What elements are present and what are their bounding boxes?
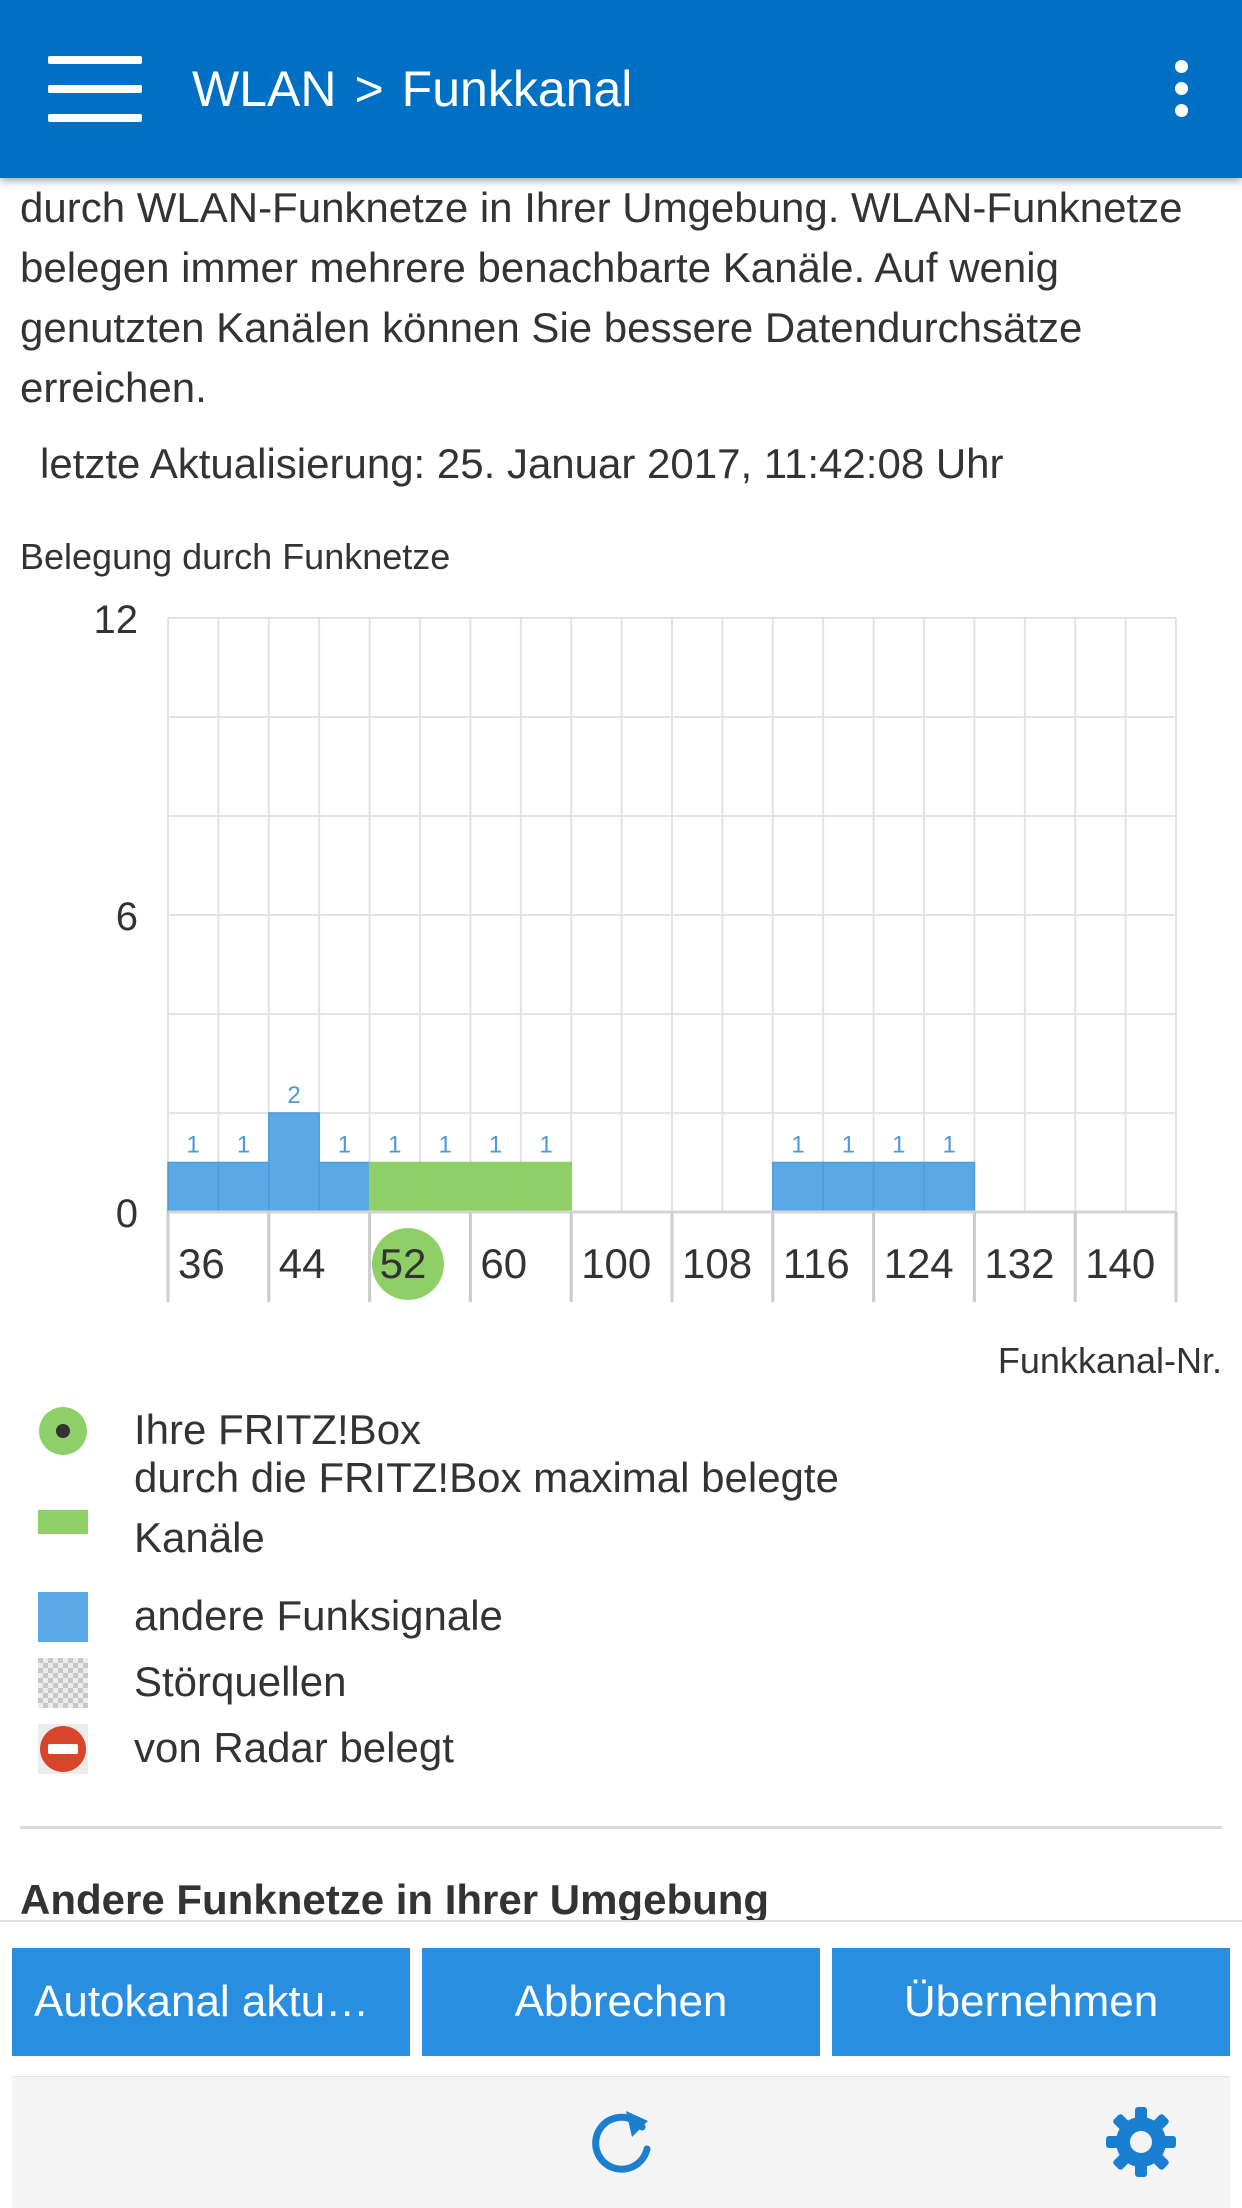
- action-bar: Autokanal aktualisieren Abbrechen Überne…: [0, 1920, 1242, 2076]
- intro-text: durch WLAN-Funknetze in Ihrer Umgebung. …: [20, 184, 1183, 411]
- bar: [268, 1112, 320, 1213]
- x-tick-label: 52: [380, 1240, 427, 1287]
- fritzbox-dot-icon: [39, 1407, 87, 1455]
- bar: [419, 1161, 472, 1213]
- app-bar: WLAN > Funkkanal: [0, 0, 1242, 178]
- bar-data-label: 1: [892, 1132, 905, 1159]
- checkered-square-icon: [38, 1658, 88, 1708]
- bar: [772, 1161, 824, 1213]
- x-tick-label: 44: [279, 1240, 326, 1287]
- bar-data-label: 1: [489, 1132, 502, 1159]
- section-heading: Andere Funknetze in Ihrer Umgebung: [20, 1876, 770, 1923]
- radar-no-entry-icon: [38, 1724, 88, 1774]
- bar: [520, 1161, 572, 1213]
- chart-heading: Belegung durch Funknetze: [20, 536, 451, 577]
- x-tick-label: 116: [783, 1240, 850, 1287]
- bar-data-label: 2: [287, 1082, 300, 1109]
- breadcrumb-separator: >: [354, 61, 384, 117]
- x-tick-label: 108: [682, 1240, 752, 1287]
- x-tick-label: 140: [1085, 1240, 1155, 1287]
- more-vertical-icon[interactable]: [1160, 58, 1202, 120]
- bar-data-label: 1: [943, 1132, 956, 1159]
- breadcrumb: WLAN > Funkkanal: [192, 58, 632, 120]
- bar: [318, 1161, 371, 1213]
- legend-label: von Radar belegt: [134, 1724, 454, 1771]
- legend-label: andere Funksignale: [134, 1592, 503, 1639]
- bar-data-label: 1: [187, 1132, 200, 1159]
- own-channel-marker: [372, 1228, 444, 1300]
- blue-square-icon: [38, 1592, 88, 1642]
- bar-data-label: 1: [842, 1132, 855, 1159]
- cancel-button[interactable]: Abbrechen: [422, 1948, 820, 2056]
- bar-data-label: 1: [539, 1132, 552, 1159]
- breadcrumb-parent[interactable]: WLAN: [192, 61, 337, 117]
- bar: [368, 1161, 421, 1213]
- legend-label: durch die FRITZ!Box maximal belegte Kanä…: [134, 1454, 839, 1561]
- hamburger-menu-icon[interactable]: [48, 56, 142, 122]
- bar-data-label: 1: [439, 1132, 452, 1159]
- bar-data-label: 1: [791, 1132, 804, 1159]
- y-tick-label: 12: [94, 598, 139, 642]
- legend-label: Störquellen: [134, 1658, 347, 1705]
- bar: [822, 1161, 875, 1213]
- bottom-nav: [12, 2076, 1230, 2208]
- x-tick-label: 100: [581, 1240, 651, 1287]
- bar: [469, 1161, 522, 1213]
- gear-icon[interactable]: [1104, 2105, 1178, 2179]
- bar: [217, 1161, 270, 1213]
- x-tick-label: 132: [984, 1240, 1054, 1287]
- x-tick-label: 60: [480, 1240, 527, 1287]
- apply-button[interactable]: Übernehmen: [832, 1948, 1230, 2056]
- breadcrumb-current: Funkkanal: [401, 61, 633, 117]
- legend-label: Ihre FRITZ!Box: [134, 1406, 422, 1453]
- y-tick-label: 6: [116, 895, 138, 939]
- green-bar-icon: [38, 1510, 88, 1534]
- bar: [923, 1161, 976, 1213]
- y-tick-label: 0: [116, 1192, 138, 1236]
- x-tick-label: 36: [178, 1240, 225, 1287]
- refresh-icon[interactable]: [586, 2105, 660, 2179]
- bar: [872, 1161, 925, 1213]
- bar: [167, 1161, 220, 1213]
- last-update-text: letzte Aktualisierung: 25. Januar 2017, …: [40, 440, 1004, 487]
- bar-data-label: 1: [338, 1132, 351, 1159]
- bar-data-label: 1: [388, 1132, 401, 1159]
- section-divider: [20, 1826, 1222, 1829]
- bar-data-label: 1: [237, 1132, 250, 1159]
- autochannel-button[interactable]: Autokanal aktualisieren: [12, 1948, 410, 2056]
- x-tick-label: 124: [884, 1240, 954, 1287]
- x-axis-label: Funkkanal-Nr.: [997, 1340, 1222, 1381]
